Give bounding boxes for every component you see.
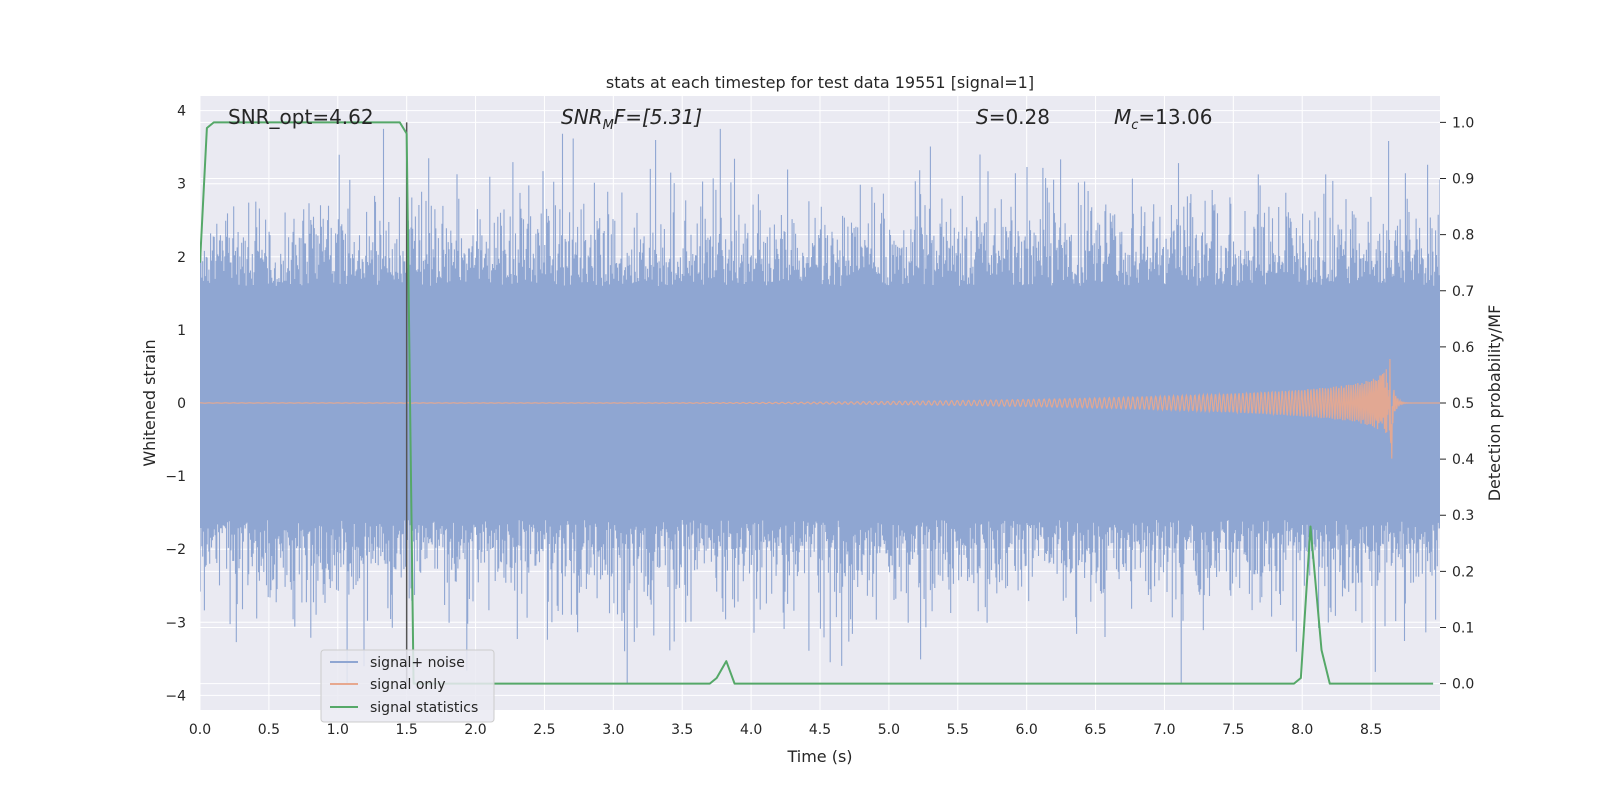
x-tick-label: 3.0 bbox=[602, 722, 624, 738]
y2-tick-label: 0.5 bbox=[1452, 396, 1474, 412]
y-tick-label: −4 bbox=[165, 688, 186, 704]
x-tick-label: 3.5 bbox=[671, 722, 693, 738]
y-tick-label: 1 bbox=[177, 323, 186, 339]
y2-axis-label: Detection probability/MF bbox=[1485, 305, 1504, 502]
legend-label-signal-only: signal only bbox=[370, 677, 445, 693]
mc-rest: =13.06 bbox=[1138, 105, 1212, 129]
x-tick-label: 0.0 bbox=[189, 722, 211, 738]
x-tick-label: 4.0 bbox=[740, 722, 762, 738]
x-tick-label: 1.0 bbox=[327, 722, 349, 738]
signal-statistics-series bbox=[200, 121, 1434, 685]
x-tick-label: 5.5 bbox=[947, 722, 969, 738]
x-tick-label: 6.0 bbox=[1016, 722, 1038, 738]
x-tick-label: 2.5 bbox=[533, 722, 555, 738]
legend-label-signal-statistics: signal statistics bbox=[370, 700, 478, 716]
x-ticks: 0.0 0.5 1.0 1.5 2.0 2.5 3.0 3.5 4.0 4.5 5.0 5.5 6.0 6… bbox=[189, 722, 1382, 738]
y2-tick-label: 0.1 bbox=[1452, 620, 1474, 636]
snr-mf-sub: M bbox=[603, 118, 614, 133]
y-axis-label: Whitened strain bbox=[140, 339, 159, 466]
x-tick-label: 0.5 bbox=[258, 722, 280, 738]
x-tick-label: 8.5 bbox=[1360, 722, 1382, 738]
snr-mf-base: SNR bbox=[561, 105, 603, 129]
mc-sub: c bbox=[1131, 118, 1138, 133]
x-tick-label: 2.0 bbox=[464, 722, 486, 738]
signal-only-trace bbox=[200, 358, 1440, 459]
annotation-snr-opt: SNR_opt=4.62 bbox=[228, 105, 374, 129]
y2-tick-label: 0.8 bbox=[1452, 228, 1474, 244]
x-tick-label: 4.5 bbox=[809, 722, 831, 738]
mc-var: M bbox=[1114, 105, 1131, 129]
y2-tick-label: 1.0 bbox=[1452, 115, 1474, 131]
y2-tick-label: 0.4 bbox=[1452, 452, 1474, 468]
y-ticks: 4 3 2 1 0 −1 −2 −3 −4 bbox=[165, 104, 186, 705]
x-axis-label: Time (s) bbox=[786, 747, 852, 766]
s-rest: =0.28 bbox=[989, 105, 1050, 129]
y2-tick-label: 0.2 bbox=[1452, 564, 1474, 580]
signal-only-series bbox=[200, 358, 1440, 459]
chart-title: stats at each timestep for test data 195… bbox=[606, 73, 1034, 92]
x-tick-label: 5.0 bbox=[878, 722, 900, 738]
y-tick-label: −1 bbox=[165, 469, 186, 485]
s-var: S bbox=[976, 105, 989, 129]
annotation-s: S=0.28 bbox=[976, 105, 1050, 129]
annotation-snr-mf: SNRMF=[5.31] bbox=[561, 105, 702, 133]
y2-tick-label: 0.6 bbox=[1452, 340, 1474, 356]
x-tick-label: 7.5 bbox=[1222, 722, 1244, 738]
y2-tick-label: 0.0 bbox=[1452, 677, 1474, 693]
x-tick-label: 8.0 bbox=[1291, 722, 1313, 738]
y-tick-label: 3 bbox=[177, 177, 186, 193]
legend-box bbox=[320, 649, 495, 723]
x-tick-label: 6.5 bbox=[1084, 722, 1106, 738]
y-tick-label: 4 bbox=[177, 104, 186, 120]
y2-ticks: 1.0 0.9 0.8 0.7 0.6 0.5 0.4 0.3 0.2 0.1 0.0 bbox=[1440, 115, 1474, 693]
signal-statistics-trace bbox=[200, 121, 1434, 685]
y-tick-label: −3 bbox=[165, 615, 186, 631]
y2-tick-label: 0.9 bbox=[1452, 172, 1474, 188]
y-tick-label: 0 bbox=[177, 396, 186, 412]
y2-tick-label: 0.3 bbox=[1452, 508, 1474, 524]
legend: signal+ noise signal only signal statist… bbox=[320, 649, 495, 723]
y-tick-label: 2 bbox=[177, 250, 186, 266]
y2-tick-label: 0.7 bbox=[1452, 284, 1474, 300]
noise-trace bbox=[200, 128, 1440, 685]
x-tick-label: 1.5 bbox=[396, 722, 418, 738]
x-tick-label: 7.0 bbox=[1153, 722, 1175, 738]
snr-mf-rest: F=[5.31] bbox=[614, 105, 702, 129]
y-tick-label: −2 bbox=[165, 542, 186, 558]
annotation-mc: Mc=13.06 bbox=[1114, 105, 1212, 133]
legend-label-signal-noise: signal+ noise bbox=[370, 655, 465, 671]
